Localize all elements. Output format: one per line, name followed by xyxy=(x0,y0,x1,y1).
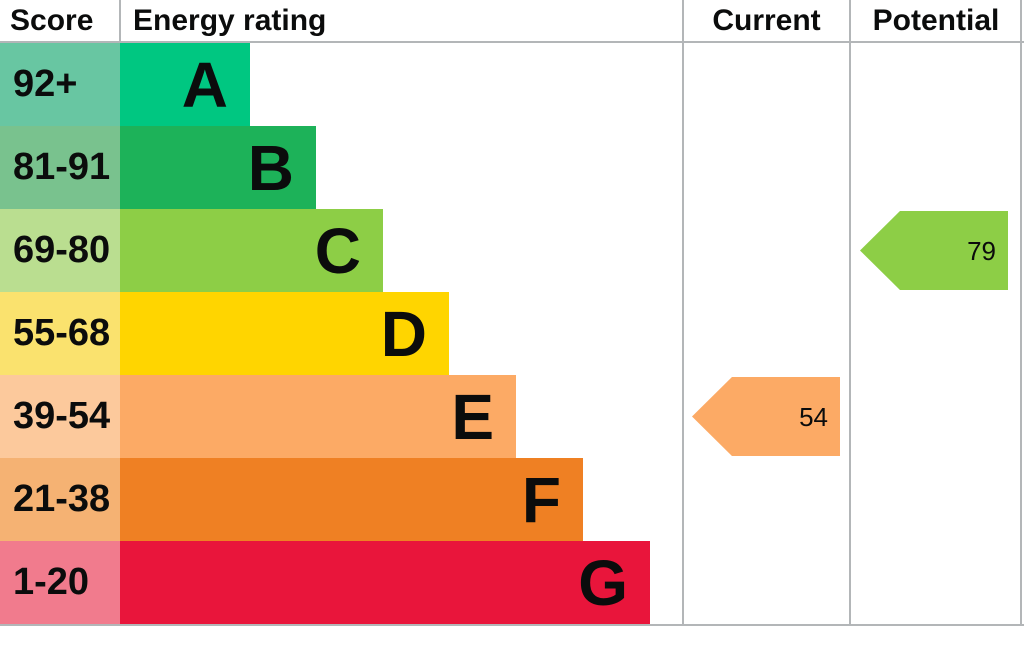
band-bar-a: A xyxy=(120,43,250,126)
band-letter-c: C xyxy=(314,214,361,287)
header-potential: Potential xyxy=(872,3,1000,37)
band-letter-g: G xyxy=(578,546,628,619)
band-bar-g: G xyxy=(120,541,650,624)
band-letter-b: B xyxy=(247,131,294,204)
band-row-f: 21-38 F xyxy=(0,458,1024,541)
band-letter-f: F xyxy=(521,463,561,536)
grid-line-header-bottom xyxy=(0,41,1024,43)
potential-rating-value: 79 xyxy=(967,235,996,266)
grid-line-score-divider xyxy=(119,0,121,41)
band-score-range-g: 1-20 xyxy=(0,541,120,624)
header-energy-rating: Energy rating xyxy=(133,3,327,37)
band-row-d: 55-68 D xyxy=(0,292,1024,375)
band-bar-c: C xyxy=(120,209,383,292)
band-rows: 92+ A 81-91 B 69-80 C 55-68 D 39-54 E 21-38 F 1-20 G xyxy=(0,43,1024,624)
band-score-range-a: 92+ xyxy=(0,43,120,126)
band-bar-d: D xyxy=(120,292,449,375)
band-row-e: 39-54 E xyxy=(0,375,1024,458)
band-bar-b: B xyxy=(120,126,316,209)
band-bar-e: E xyxy=(120,375,516,458)
current-rating-value: 54 xyxy=(799,401,828,432)
band-score-range-e: 39-54 xyxy=(0,375,120,458)
grid-line-potential-divider xyxy=(849,0,851,624)
grid-line-right-border xyxy=(1020,0,1022,624)
band-score-range-b: 81-91 xyxy=(0,126,120,209)
header-score: Score xyxy=(10,3,94,37)
band-letter-d: D xyxy=(380,297,427,370)
band-row-g: 1-20 G xyxy=(0,541,1024,624)
band-letter-a: A xyxy=(181,48,228,121)
band-row-a: 92+ A xyxy=(0,43,1024,126)
band-row-c: 69-80 C xyxy=(0,209,1024,292)
band-bar-f: F xyxy=(120,458,583,541)
band-score-range-c: 69-80 xyxy=(0,209,120,292)
grid-line-current-divider xyxy=(682,0,684,624)
band-letter-e: E xyxy=(451,380,494,453)
band-score-range-f: 21-38 xyxy=(0,458,120,541)
grid-line-chart-bottom xyxy=(0,624,1024,626)
band-row-b: 81-91 B xyxy=(0,126,1024,209)
header-current: Current xyxy=(712,3,821,37)
band-score-range-d: 55-68 xyxy=(0,292,120,375)
